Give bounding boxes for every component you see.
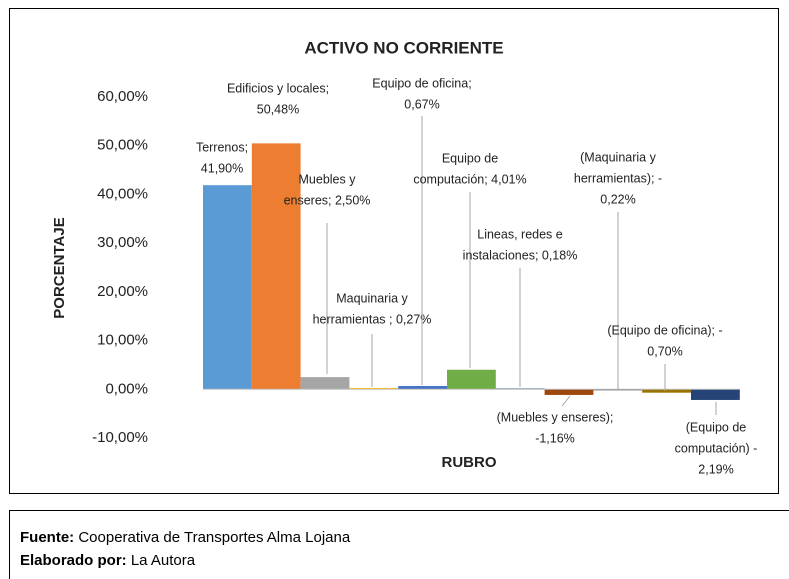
y-tick-label: 20,00% <box>97 283 148 300</box>
data-label: (Equipo de oficina); - <box>607 323 722 337</box>
data-label: computación; 4,01% <box>413 172 526 186</box>
y-tick-label: 60,00% <box>97 88 148 105</box>
y-tick-label: 10,00% <box>97 332 148 349</box>
bar <box>349 387 399 390</box>
data-label: Maquinaria y <box>336 291 408 305</box>
footer-box <box>9 510 789 579</box>
footer-author: Elaborado por: La Autora <box>20 552 196 569</box>
data-label: 0,22% <box>600 192 635 206</box>
data-label: instalaciones; 0,18% <box>463 248 578 262</box>
y-axis-label: PORCENTAJE <box>51 217 68 318</box>
y-tick-label: 40,00% <box>97 185 148 202</box>
data-label: (Equipo de <box>686 420 747 434</box>
data-label: Muebles y <box>299 172 357 186</box>
data-label: 0,70% <box>647 344 682 358</box>
data-label: computación) - <box>675 441 758 455</box>
source-label: Fuente: <box>20 529 74 546</box>
data-label: Equipo de oficina; <box>372 76 471 90</box>
bar <box>251 143 301 390</box>
source: Cooperativa de Transportes Alma Lojana <box>78 529 350 546</box>
bar <box>544 389 594 395</box>
author-label: Elaborado por: <box>20 552 127 569</box>
x-axis-label: RUBRO <box>442 454 497 471</box>
y-tick-label: 0,00% <box>105 380 148 397</box>
bar <box>593 389 643 391</box>
data-label: (Maquinaria y <box>580 150 656 164</box>
data-label: 41,90% <box>201 161 243 175</box>
y-tick-label: 50,00% <box>97 137 148 154</box>
y-tick-label: 30,00% <box>97 234 148 251</box>
data-label: Edificios y locales; <box>227 81 329 95</box>
bar <box>203 185 252 390</box>
data-label: enseres; 2,50% <box>284 193 371 207</box>
leader-line <box>561 395 571 407</box>
chart-title: ACTIVO NO CORRIENTE <box>304 38 503 57</box>
data-label: herramientas); - <box>574 171 662 185</box>
data-label: Terrenos; <box>196 140 248 154</box>
bar <box>447 369 496 390</box>
y-tick-label: -10,00% <box>92 429 148 446</box>
data-label: -1,16% <box>535 431 575 445</box>
data-label: 2,19% <box>698 462 733 476</box>
data-label: herramientas ; 0,27% <box>313 312 432 326</box>
data-label: Equipo de <box>442 151 498 165</box>
author: La Autora <box>131 552 196 569</box>
bar <box>642 389 691 393</box>
chart-border <box>9 8 779 494</box>
bar <box>691 389 740 400</box>
data-label: (Muebles y enseres); <box>497 410 614 424</box>
data-label: 50,48% <box>257 102 299 116</box>
bar <box>300 377 350 390</box>
data-label: Lineas, redes e <box>477 227 563 241</box>
data-label: 0,67% <box>404 97 439 111</box>
footer-source: Fuente: Cooperativa de Transportes Alma … <box>20 529 351 546</box>
bar <box>398 386 447 390</box>
